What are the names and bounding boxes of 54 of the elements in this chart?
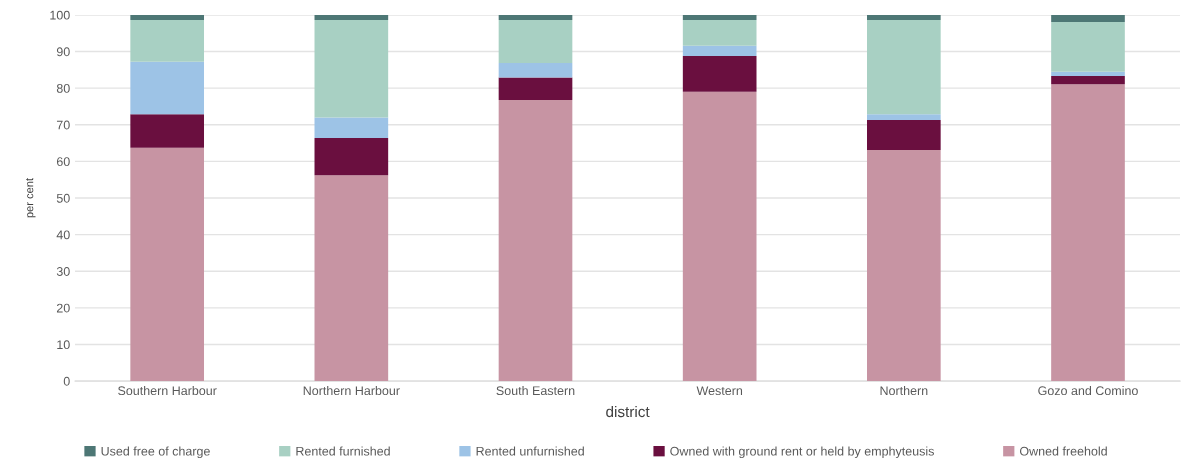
bar — [1051, 84, 1125, 382]
bar — [498, 77, 573, 100]
legend-label: Owned with ground rent or held by emphyteusis — [670, 446, 934, 459]
y-tick-label: 100 — [50, 10, 70, 20]
bar — [130, 147, 205, 382]
bar — [498, 99, 573, 382]
x-tick-label: Northern — [880, 385, 928, 396]
bar — [867, 14, 941, 21]
bar — [682, 14, 757, 21]
y-tick-label: 50 — [56, 193, 70, 203]
y-tick-label: 0 — [63, 376, 70, 386]
y-tick-label: 70 — [56, 120, 70, 130]
bar — [314, 14, 389, 21]
bar — [682, 20, 757, 46]
bar — [130, 114, 205, 148]
bar — [130, 61, 205, 115]
bar — [682, 55, 757, 92]
bar — [314, 20, 389, 118]
bar — [498, 20, 573, 63]
legend-label: Owned freehold — [1019, 446, 1107, 456]
x-tick-label: Southern Harbour — [118, 385, 217, 396]
y-tick-label: 30 — [56, 267, 70, 276]
bar — [1051, 14, 1125, 22]
bar — [682, 45, 757, 56]
x-tick-label: Western — [696, 386, 743, 396]
bar — [498, 14, 573, 21]
y-tick-label: 60 — [56, 157, 70, 167]
x-tick-label: South Eastern — [496, 385, 575, 396]
bar — [1051, 76, 1125, 85]
legend-label: Rented furnished — [296, 446, 390, 456]
y-tick-label: 10 — [57, 340, 70, 350]
bar — [130, 14, 205, 21]
bar — [314, 175, 389, 382]
y-tick-label: 20 — [56, 303, 70, 313]
bar — [498, 62, 573, 78]
legend-label: Used free of charge — [101, 446, 210, 459]
bar — [130, 20, 205, 62]
bar — [1051, 71, 1125, 77]
bar — [867, 120, 941, 151]
bar — [314, 117, 389, 138]
legend-label: Rented unfurnished — [476, 446, 584, 456]
bar — [1051, 21, 1125, 72]
bar — [867, 114, 941, 121]
y-axis-title: per cent — [26, 178, 36, 218]
y-tick-label: 40 — [56, 230, 70, 240]
bar — [314, 137, 389, 176]
x-tick-label: Gozo and Comino — [1038, 385, 1138, 396]
y-tick-label: 80 — [56, 83, 70, 93]
bar — [682, 91, 757, 382]
y-tick-label: 90 — [56, 47, 70, 57]
bar — [867, 150, 941, 382]
x-tick-label: Northern Harbour — [303, 385, 400, 396]
x-axis-title: district — [606, 405, 650, 418]
bar — [867, 20, 941, 115]
